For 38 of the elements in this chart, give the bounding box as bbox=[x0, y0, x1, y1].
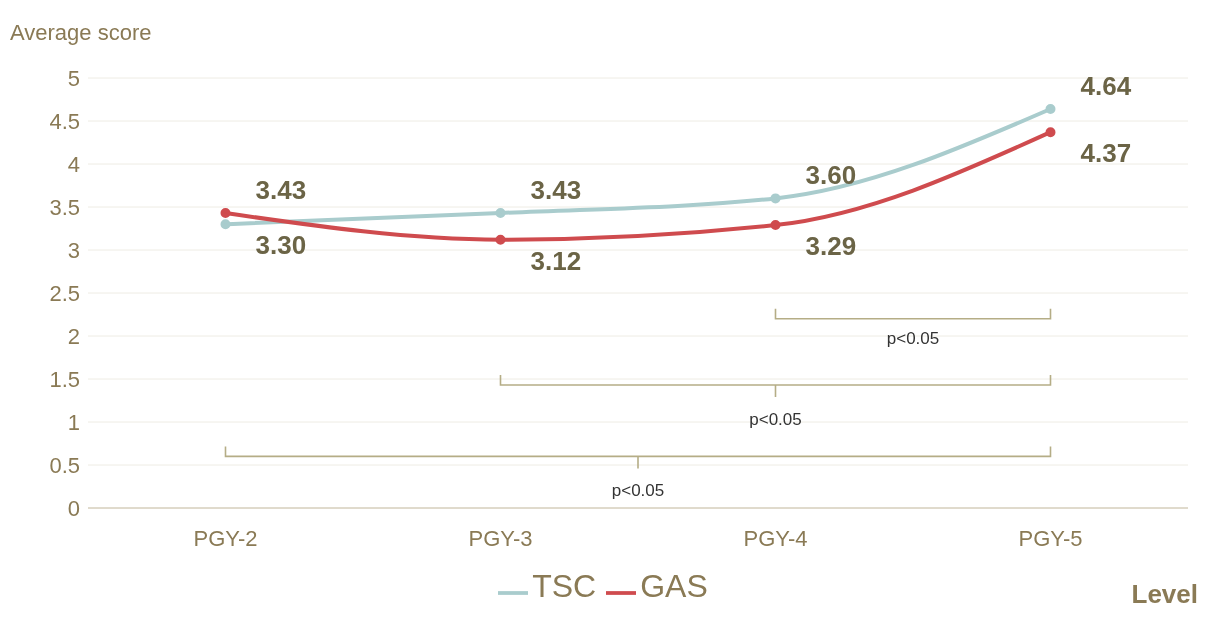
annotation: p<0.05 bbox=[749, 410, 802, 430]
y-tick-label: 0 bbox=[67, 495, 80, 521]
y-tick-label: 3 bbox=[67, 237, 80, 263]
y-tick-label: 4.5 bbox=[49, 108, 80, 134]
point bbox=[1045, 103, 1056, 114]
legend-label: TSC bbox=[532, 568, 597, 604]
y-tick-label: 0.5 bbox=[49, 452, 80, 478]
legend-label: GAS bbox=[640, 568, 708, 604]
x-tick-label: PGY-4 bbox=[743, 525, 808, 551]
data-label: 3.29 bbox=[805, 231, 857, 262]
data-label: 3.30 bbox=[255, 230, 307, 261]
point bbox=[770, 220, 781, 231]
y-tick-label: 2 bbox=[67, 323, 80, 349]
data-label: 3.43 bbox=[530, 175, 582, 206]
data-label: 4.37 bbox=[1080, 138, 1132, 169]
point bbox=[495, 208, 506, 219]
y-tick-label: 2.5 bbox=[49, 280, 80, 306]
y-tick-label: 1 bbox=[67, 409, 80, 435]
y-tick-label: 5 bbox=[67, 65, 80, 91]
annotation: p<0.05 bbox=[611, 481, 665, 501]
y-tick-label: 1.5 bbox=[49, 366, 80, 392]
x-tick-label: PGY-5 bbox=[1018, 525, 1083, 551]
data-label: 3.60 bbox=[805, 160, 857, 191]
x-axis-title: Level bbox=[1131, 579, 1198, 610]
x-tick-label: PGY-3 bbox=[468, 525, 533, 551]
y-tick-label: 4 bbox=[67, 151, 80, 177]
data-label: 4.64 bbox=[1080, 70, 1132, 101]
point bbox=[495, 234, 506, 245]
annotation: p<0.05 bbox=[886, 328, 940, 348]
point bbox=[1045, 127, 1056, 138]
data-label: 3.12 bbox=[530, 245, 582, 276]
y-tick-label: 3.5 bbox=[49, 194, 80, 220]
point bbox=[220, 219, 231, 230]
x-tick-label: PGY-2 bbox=[193, 525, 258, 551]
point bbox=[220, 208, 231, 219]
y-axis-title: Average score bbox=[10, 20, 152, 46]
point bbox=[770, 193, 781, 204]
data-label: 3.43 bbox=[255, 175, 307, 206]
